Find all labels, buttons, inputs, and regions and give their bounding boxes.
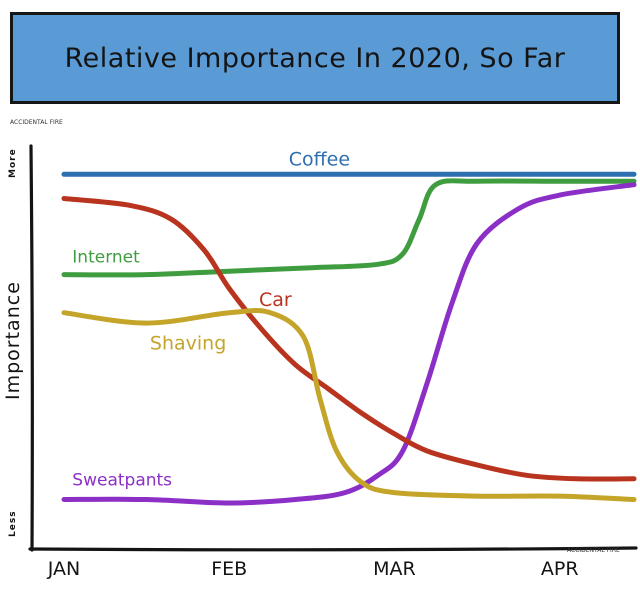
series-labels: Coffee Car Internet Shaving Sweatpants bbox=[72, 148, 350, 490]
series-lines bbox=[61, 171, 637, 506]
chart-title: Relative Importance In 2020, So Far bbox=[64, 43, 566, 74]
x-tick-label-mar: MAR bbox=[373, 558, 416, 580]
x-axis-line bbox=[28, 546, 638, 552]
x-tick-label-feb: FEB bbox=[211, 558, 247, 580]
x-tick-label-jan: JAN bbox=[47, 558, 80, 580]
series-line-sweatpants bbox=[61, 182, 637, 506]
y-axis-line bbox=[29, 144, 34, 552]
axes bbox=[28, 144, 638, 552]
x-tick-labels: JAN FEB MAR APR bbox=[47, 558, 579, 580]
series-label-internet: Internet bbox=[72, 248, 140, 268]
series-label-coffee: Coffee bbox=[289, 148, 350, 170]
series-label-car: Car bbox=[259, 289, 292, 311]
y-low-label: Less bbox=[8, 510, 18, 537]
series-line-shaving bbox=[61, 307, 637, 502]
series-line-internet bbox=[61, 178, 637, 278]
series-label-sweatpants: Sweatpants bbox=[72, 471, 172, 491]
y-high-label: More bbox=[8, 148, 18, 178]
series-label-shaving: Shaving bbox=[150, 333, 226, 355]
x-tick-label-apr: APR bbox=[541, 558, 579, 580]
y-axis-label: Importance bbox=[2, 281, 24, 400]
series-line-car bbox=[61, 196, 637, 482]
title-banner: Relative Importance In 2020, So Far bbox=[10, 12, 620, 104]
watermark-top: ACCIDENTAL FIRE bbox=[10, 119, 63, 126]
watermark-bottom: ACCIDENTAL FIRE bbox=[567, 547, 620, 554]
